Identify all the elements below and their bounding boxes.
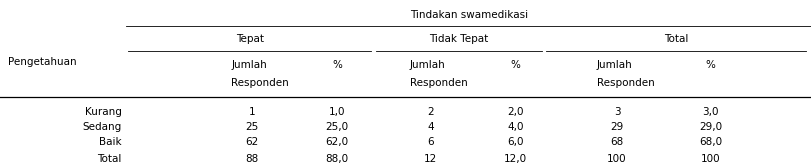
Text: 29: 29 [610, 122, 623, 132]
Text: 2: 2 [427, 107, 433, 117]
Text: 2,0: 2,0 [507, 107, 523, 117]
Text: 100: 100 [607, 154, 626, 164]
Text: Tepat: Tepat [235, 34, 264, 44]
Text: Total: Total [97, 154, 122, 164]
Text: 88: 88 [245, 154, 258, 164]
Text: Responden: Responden [231, 78, 289, 88]
Text: 68: 68 [610, 137, 623, 147]
Text: 68,0: 68,0 [698, 137, 721, 147]
Text: Total: Total [663, 34, 688, 44]
Text: Jumlah: Jumlah [410, 60, 445, 70]
Text: 3,0: 3,0 [702, 107, 718, 117]
Text: 62: 62 [245, 137, 258, 147]
Text: 25: 25 [245, 122, 258, 132]
Text: Kurang: Kurang [85, 107, 122, 117]
Text: 29,0: 29,0 [698, 122, 721, 132]
Text: 3: 3 [613, 107, 620, 117]
Text: 100: 100 [700, 154, 719, 164]
Text: 1,0: 1,0 [328, 107, 345, 117]
Text: Tindakan swamedikasi: Tindakan swamedikasi [410, 10, 527, 20]
Text: %: % [510, 60, 520, 70]
Text: 12: 12 [423, 154, 436, 164]
Text: 62,0: 62,0 [325, 137, 348, 147]
Text: %: % [332, 60, 341, 70]
Text: Jumlah: Jumlah [231, 60, 267, 70]
Text: 88,0: 88,0 [325, 154, 348, 164]
Text: Responden: Responden [596, 78, 654, 88]
Text: Baik: Baik [99, 137, 122, 147]
Text: Jumlah: Jumlah [596, 60, 632, 70]
Text: Tidak Tepat: Tidak Tepat [429, 34, 487, 44]
Text: Responden: Responden [410, 78, 467, 88]
Text: %: % [705, 60, 714, 70]
Text: Pengetahuan: Pengetahuan [8, 57, 77, 67]
Text: 6,0: 6,0 [507, 137, 523, 147]
Text: 1: 1 [248, 107, 255, 117]
Text: 6: 6 [427, 137, 433, 147]
Text: 4: 4 [427, 122, 433, 132]
Text: 12,0: 12,0 [504, 154, 526, 164]
Text: Sedang: Sedang [83, 122, 122, 132]
Text: 25,0: 25,0 [325, 122, 348, 132]
Text: 4,0: 4,0 [507, 122, 523, 132]
